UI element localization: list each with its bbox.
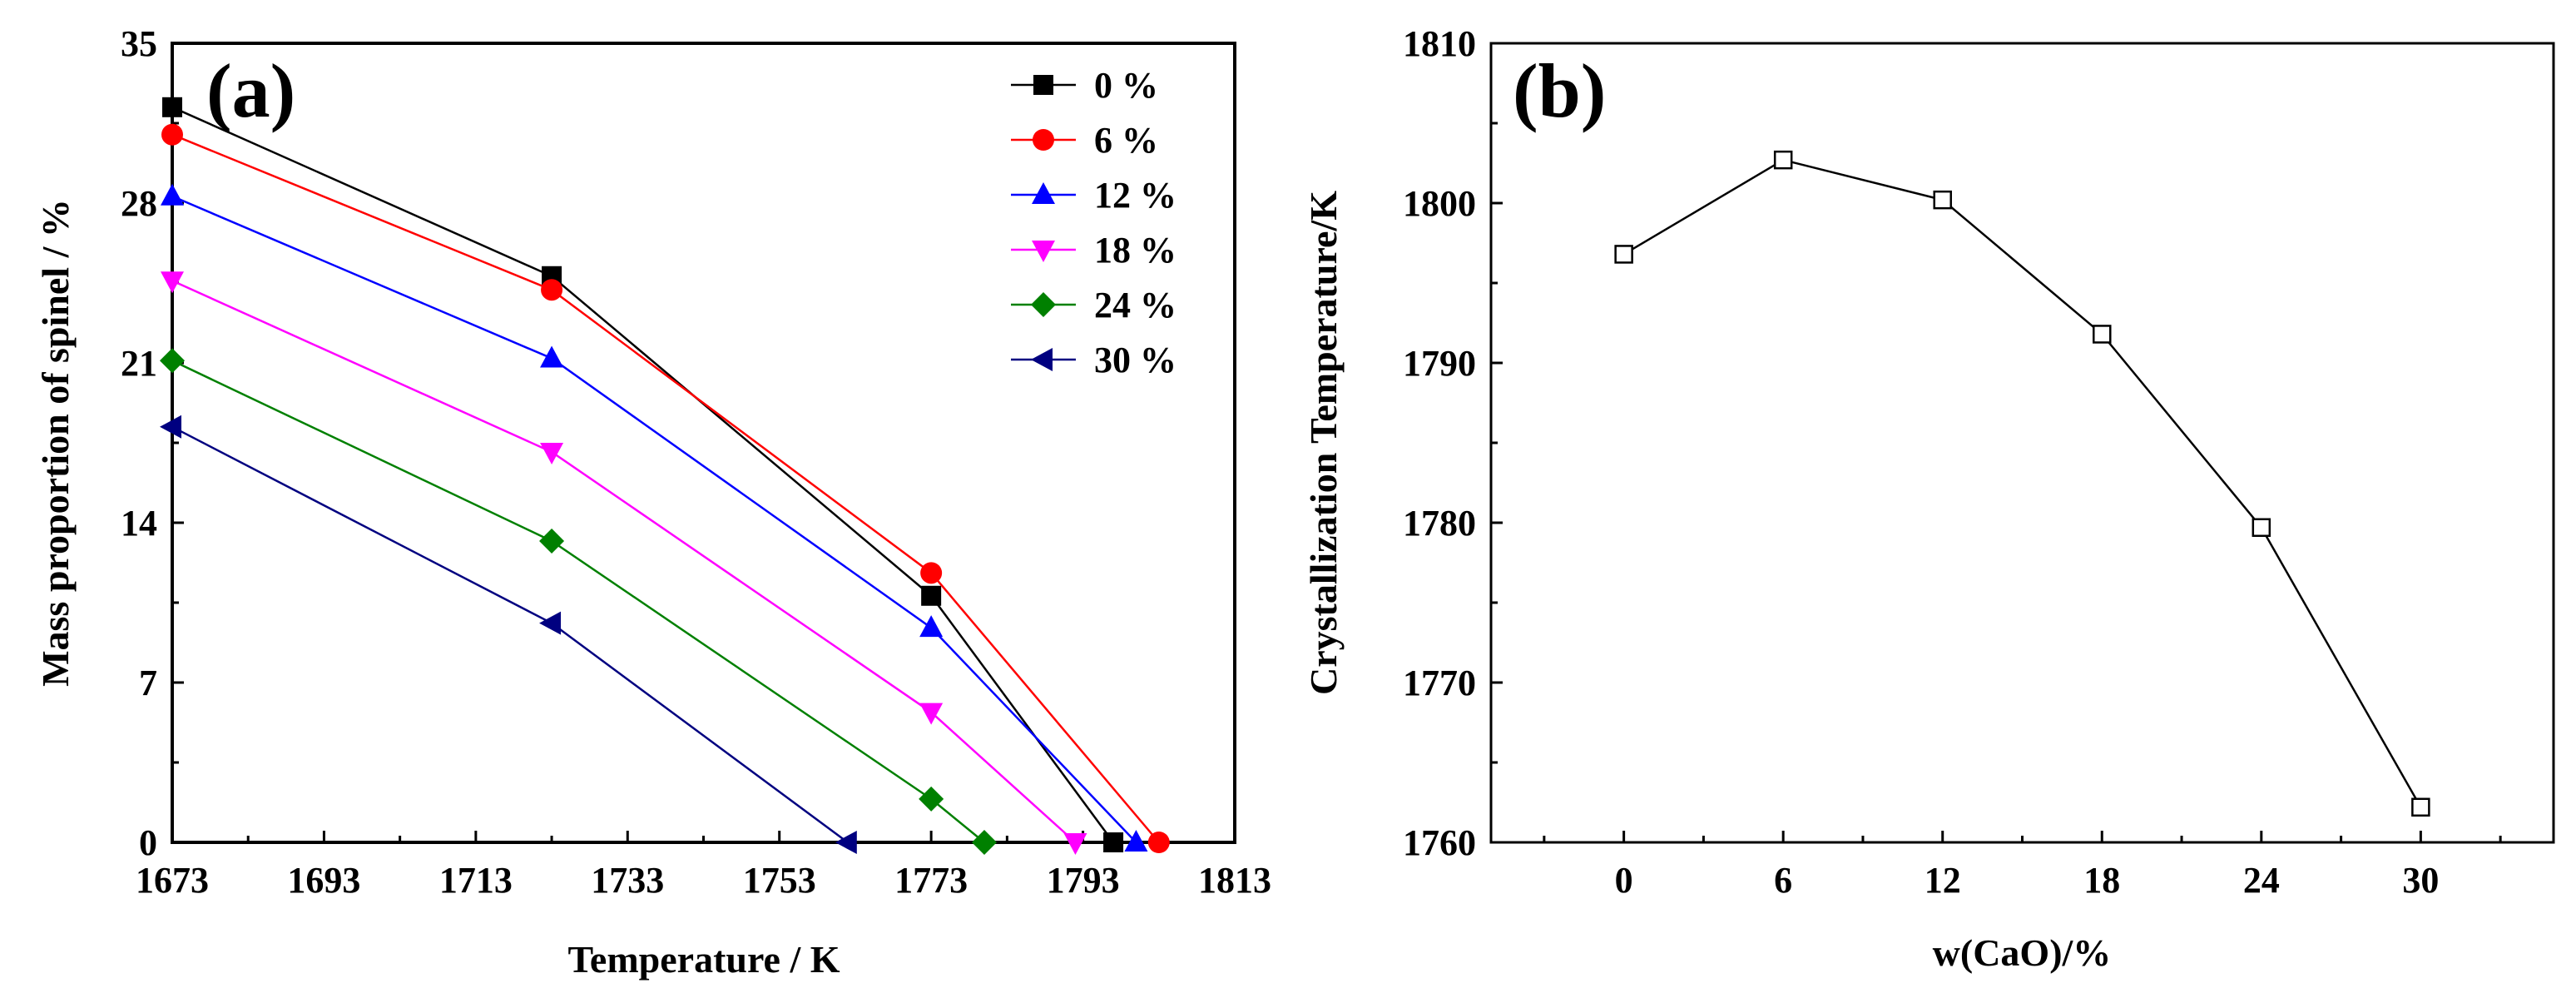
data-point <box>919 615 944 638</box>
x-tick-label: 0 <box>1615 860 1633 901</box>
data-point <box>1103 832 1124 852</box>
panel-a-y-ticks: 0 7 14 21 28 35 <box>121 23 184 863</box>
panel-a-series <box>160 97 1170 855</box>
panel-a-x-ticks: 1673 1693 1713 1733 1753 1773 1793 1813 <box>136 831 1271 901</box>
panel-b-label: (b) <box>1513 48 1606 133</box>
y-tick-label: 28 <box>121 183 157 224</box>
data-point <box>971 830 997 855</box>
y-tick-label: 7 <box>139 663 157 703</box>
data-point <box>1124 830 1148 852</box>
y-tick-label: 1770 <box>1403 663 1476 703</box>
data-point <box>540 345 564 368</box>
x-tick-label: 1793 <box>1047 860 1120 901</box>
y-tick-label: 0 <box>139 822 157 863</box>
y-tick-label: 1800 <box>1403 183 1476 224</box>
data-point <box>2093 325 2112 344</box>
legend-marker <box>1033 75 1053 95</box>
y-tick-label: 1760 <box>1403 822 1476 863</box>
data-point <box>1063 833 1087 855</box>
y-tick-label: 1810 <box>1403 23 1476 64</box>
panel-b-x-ticks: 0 6 12 18 24 30 <box>1543 831 2502 901</box>
x-tick-label: 1813 <box>1198 860 1271 901</box>
panel-a-label: (a) <box>206 48 295 133</box>
panel-b-series <box>1614 150 2430 817</box>
panel-a-x-axis-label: Temperature / K <box>567 938 840 981</box>
x-tick-label: 18 <box>2083 860 2120 901</box>
y-tick-label: 1790 <box>1403 343 1476 384</box>
series-line <box>171 133 1160 843</box>
x-tick-label: 1753 <box>743 860 816 901</box>
panel-b-y-ticks: 1760 1770 1780 1790 1800 1810 <box>1403 23 1503 863</box>
panel-b-frame <box>1489 42 2555 844</box>
series-line <box>171 425 849 844</box>
data-point <box>2252 518 2271 538</box>
x-tick-label: 1733 <box>591 860 664 901</box>
data-point <box>160 348 185 374</box>
panel-b-y-axis-label: Crystallization Temperature/K <box>1302 191 1345 695</box>
legend-marker <box>1033 129 1054 151</box>
data-point <box>541 279 563 301</box>
x-tick-label: 1713 <box>439 860 513 901</box>
data-point <box>1614 245 1633 264</box>
x-tick-label: 24 <box>2243 860 2280 901</box>
data-point <box>539 528 565 554</box>
legend-label: 30 % <box>1094 340 1177 380</box>
panel-a-y-axis-label: Mass proportion of spinel / % <box>34 199 77 687</box>
legend-marker <box>1032 241 1055 262</box>
data-point <box>1933 190 1952 210</box>
data-point <box>540 442 564 464</box>
y-tick-label: 1780 <box>1403 503 1476 544</box>
data-point <box>2411 797 2430 817</box>
data-point <box>160 415 181 439</box>
legend-label: 18 % <box>1094 230 1177 271</box>
data-point <box>835 831 857 854</box>
series-line <box>171 280 1077 843</box>
series-line <box>1622 158 2422 808</box>
y-tick-label: 14 <box>121 503 157 544</box>
data-point <box>919 786 944 812</box>
legend-label: 6 % <box>1094 120 1158 161</box>
panel-a-chart: 1673 1693 1713 1733 1753 1773 1793 1813 0 7 14 21 2… <box>34 23 1271 981</box>
series-line <box>171 195 1137 843</box>
x-tick-label: 1773 <box>894 860 968 901</box>
data-point <box>539 611 562 635</box>
x-tick-label: 12 <box>1925 860 1961 901</box>
legend-marker <box>1031 292 1056 317</box>
x-tick-label: 6 <box>1774 860 1792 901</box>
x-tick-label: 1693 <box>287 860 360 901</box>
y-tick-label: 35 <box>121 23 157 64</box>
data-point <box>1147 832 1170 853</box>
data-point <box>919 703 944 725</box>
panel-b-x-axis-label: w(CaO)/% <box>1933 931 2112 974</box>
x-tick-label: 30 <box>2402 860 2439 901</box>
data-point <box>1773 150 1793 170</box>
y-tick-label: 21 <box>121 343 157 384</box>
data-point <box>162 97 182 117</box>
legend-label: 0 % <box>1094 65 1158 106</box>
data-point <box>921 585 942 606</box>
legend-label: 12 % <box>1094 175 1177 216</box>
legend-marker <box>1032 182 1055 204</box>
panel-a-frame <box>171 42 1236 844</box>
data-point <box>161 123 183 146</box>
legend-marker <box>1031 348 1053 371</box>
data-point <box>161 271 184 294</box>
x-tick-label: 1673 <box>136 860 209 901</box>
series-line <box>171 106 1115 843</box>
series-line <box>171 360 985 843</box>
legend-label: 24 % <box>1094 285 1177 325</box>
data-point <box>161 183 184 206</box>
panel-a-legend: 0 % 6 % 12 % 18 % 24 % 30 % <box>1011 65 1177 380</box>
data-point <box>920 562 943 584</box>
